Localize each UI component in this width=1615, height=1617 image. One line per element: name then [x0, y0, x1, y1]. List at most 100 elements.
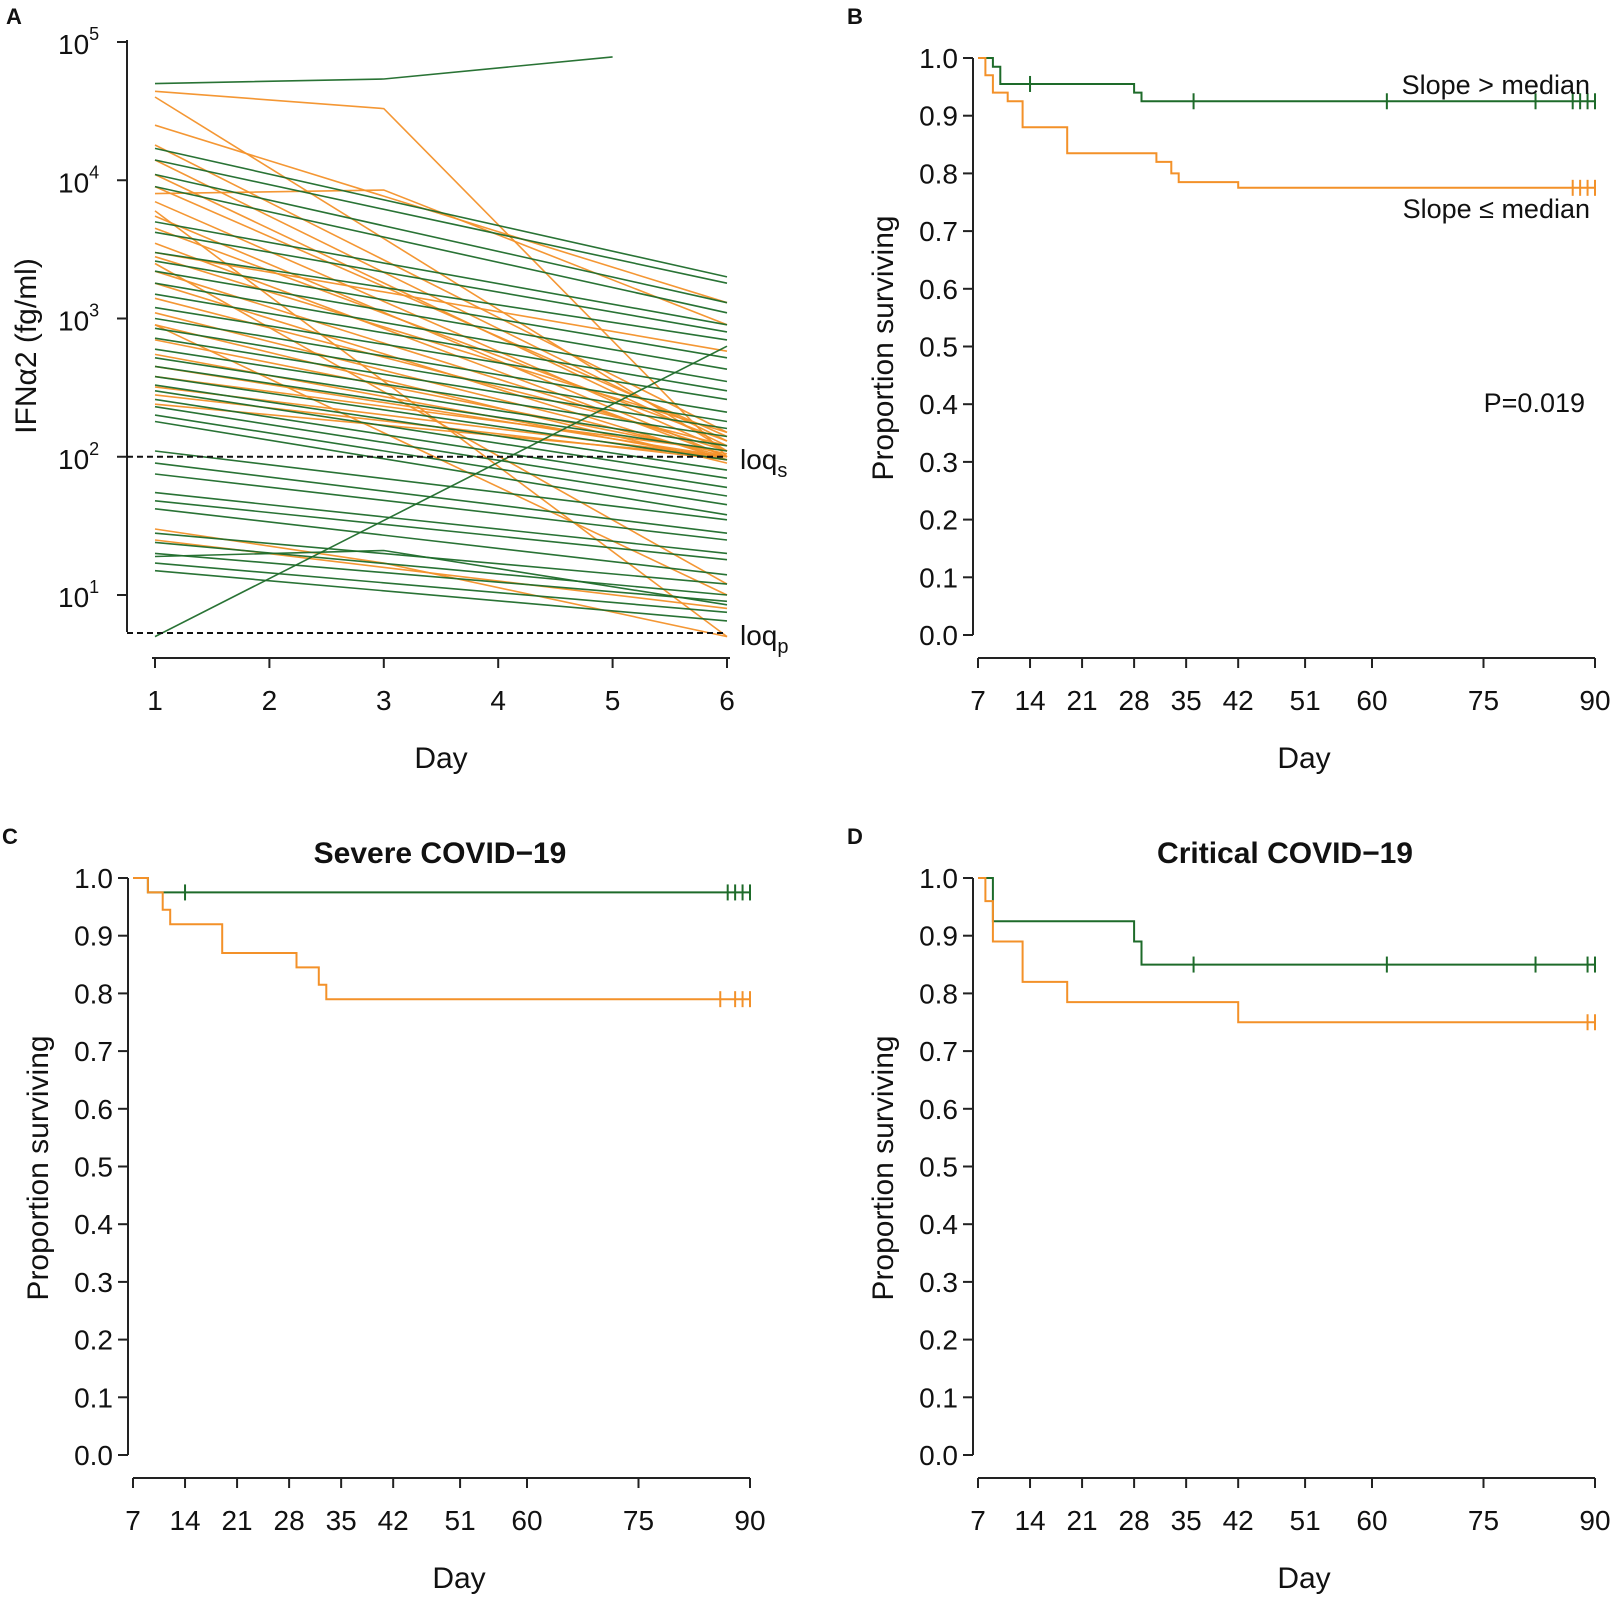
- y-axis-title: Proportion surviving: [867, 215, 900, 480]
- series-line-orange: [154, 215, 728, 458]
- annotation: P=0.019: [1484, 388, 1585, 418]
- y-tick-label: 0.9: [919, 101, 958, 132]
- series-line-green: [154, 390, 728, 479]
- y-tick-label: 1.0: [74, 863, 113, 894]
- series-line-green: [154, 231, 728, 333]
- series-line-green: [154, 414, 728, 506]
- reference-label-sub: s: [777, 460, 787, 482]
- series-line-green: [154, 306, 728, 401]
- x-tick-label: 51: [445, 1505, 476, 1536]
- y-tick-label: 0.7: [919, 216, 958, 247]
- series-line-green: [154, 450, 728, 521]
- series-line-orange: [154, 324, 728, 464]
- reference-label-main: loq: [740, 620, 777, 651]
- series-line-green: [154, 348, 728, 438]
- survival-curve-green: [978, 57, 1595, 103]
- x-tick-label: 35: [326, 1505, 357, 1536]
- series-line-green: [154, 552, 728, 603]
- x-tick-label: 14: [1014, 685, 1045, 716]
- y-tick-base: 10: [58, 582, 89, 613]
- x-tick-label: 14: [1014, 1505, 1045, 1536]
- x-tick-label: 21: [221, 1505, 252, 1536]
- series-line-green: [154, 398, 728, 489]
- series-line-orange: [154, 90, 728, 458]
- y-tick-label: 0.0: [74, 1440, 113, 1471]
- panel-letter-b: B: [847, 4, 863, 29]
- y-tick-label: 0.9: [74, 921, 113, 952]
- panel-letter-c: C: [2, 824, 18, 849]
- x-tick-label: 4: [490, 685, 506, 716]
- panel-b: B 0.0 0.1 0.2 0.3 0.4 0.5 0.6 0.7 0.8 0.9 1.0 7 14 21 2…: [847, 4, 1611, 775]
- y-tick-base: 10: [58, 29, 89, 60]
- y-tick-label: 0.2: [919, 505, 958, 536]
- series-line-green: [154, 420, 728, 516]
- series-line-green: [154, 357, 728, 447]
- x-tick-label: 3: [376, 685, 392, 716]
- survival-curve-orange: [978, 57, 1595, 189]
- y-tick-label: 0.8: [919, 158, 958, 189]
- series-lines: [154, 56, 728, 638]
- y-tick-label: 0.8: [74, 978, 113, 1009]
- y-tick-label: 0.3: [74, 1267, 113, 1298]
- series-line-orange: [154, 528, 728, 638]
- series-line-green: [154, 147, 728, 278]
- x-tick-label: 75: [1468, 1505, 1499, 1536]
- y-tick-label: 0.0: [919, 620, 958, 651]
- y-tick-label: 0.7: [919, 1036, 958, 1067]
- x-tick-label: 90: [1579, 685, 1610, 716]
- x-tick-label: 28: [274, 1505, 305, 1536]
- y-tick-label: 0.7: [74, 1036, 113, 1067]
- survival-curve-green: [133, 877, 750, 894]
- series-line-green: [154, 491, 728, 555]
- panel-c: C 0.0 0.1 0.2 0.3 0.4 0.5 0.6 0.7 0.8 0.9 1.0 7 14 21 2…: [2, 824, 766, 1595]
- series-line-green: [154, 549, 728, 606]
- x-tick-label: 28: [1119, 685, 1150, 716]
- series-line-orange: [154, 375, 728, 452]
- x-tick-label: 90: [734, 1505, 765, 1536]
- series-line-orange: [154, 365, 728, 458]
- y-tick-label: 101: [58, 577, 99, 613]
- x-tick-label: 35: [1171, 685, 1202, 716]
- x-tick-label: 75: [1468, 685, 1499, 716]
- panel-d: D 0.0 0.1 0.2 0.3 0.4 0.5 0.6 0.7 0.8 0.9 1.0 7 14 21 2…: [847, 824, 1611, 1595]
- y-tick-label: 0.5: [74, 1152, 113, 1183]
- x-tick-label: 7: [970, 685, 986, 716]
- reference-label-s: loqs: [740, 444, 787, 482]
- series-line-orange: [154, 403, 728, 458]
- survival-curve-orange: [978, 877, 1595, 1024]
- annotation: Slope > median: [1402, 70, 1590, 100]
- annotation: Slope ≤ median: [1403, 194, 1590, 224]
- y-tick-label: 103: [58, 301, 99, 337]
- reference-label-main: loq: [740, 444, 777, 475]
- y-tick-exponent: 2: [89, 439, 99, 459]
- x-axis-title: Day: [414, 742, 467, 775]
- y-tick-exponent: 4: [89, 162, 99, 182]
- y-tick-label: 0.4: [919, 389, 958, 420]
- y-tick-label: 0.1: [919, 562, 958, 593]
- y-tick-label: 1.0: [919, 863, 958, 894]
- series-line-green: [154, 508, 728, 576]
- x-tick-label: 90: [1579, 1505, 1610, 1536]
- survival-curve-green: [978, 877, 1595, 966]
- series-line-green: [154, 345, 728, 638]
- series-line-orange: [154, 251, 728, 352]
- y-tick-label: 0.3: [919, 1267, 958, 1298]
- x-tick-label: 42: [1223, 685, 1254, 716]
- series-line-green: [154, 337, 728, 430]
- series-line-orange: [154, 262, 728, 585]
- series-line-orange: [154, 200, 728, 452]
- y-axis-title: Proportion surviving: [867, 1035, 900, 1300]
- y-axis-title: IFNα2 (fg/ml): [10, 258, 43, 434]
- y-tick-exponent: 3: [89, 301, 99, 321]
- y-tick-base: 10: [58, 306, 89, 337]
- series-line-green: [154, 173, 728, 304]
- series-line-green: [154, 462, 728, 534]
- panel-letter-d: D: [847, 824, 863, 849]
- series-line-green: [154, 56, 613, 85]
- series-line-green: [154, 221, 728, 326]
- y-tick-label: 0.6: [74, 1094, 113, 1125]
- x-axis-title: Day: [432, 1562, 485, 1595]
- series-line-green: [154, 260, 728, 359]
- x-tick-label: 21: [1066, 685, 1097, 716]
